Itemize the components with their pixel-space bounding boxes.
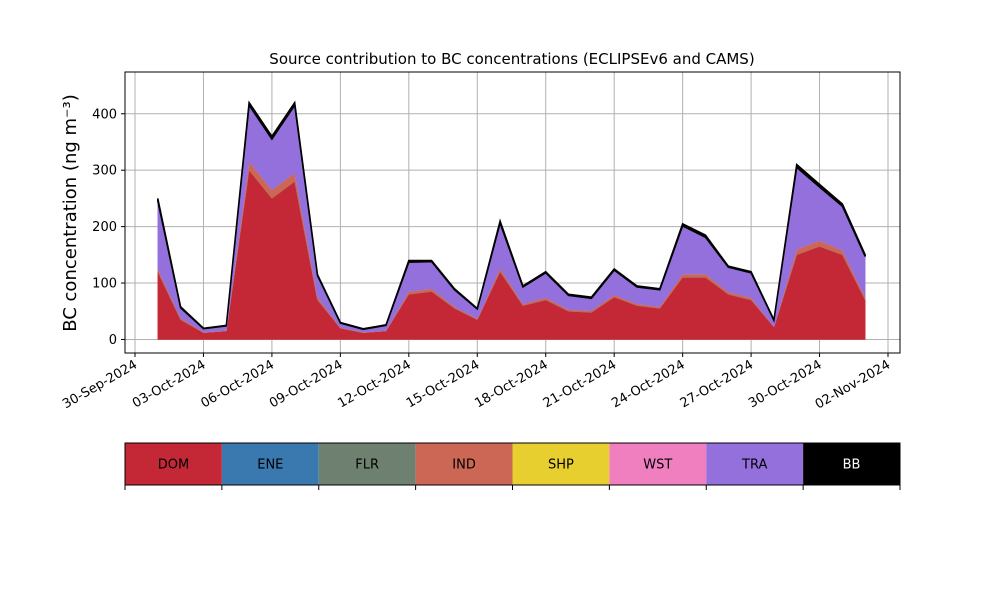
legend-swatch: [221, 443, 319, 485]
legend-label: SHP: [548, 458, 574, 473]
x-tick-label: 21-Oct-2024: [541, 357, 619, 411]
x-tick-label: 15-Oct-2024: [404, 357, 482, 411]
legend-frame: [124, 442, 901, 486]
x-tick-label: 03-Oct-2024: [130, 357, 208, 411]
y-tick-label: 0: [109, 333, 117, 348]
legend-swatch: [609, 443, 707, 485]
y-tick-label: 100: [92, 277, 117, 292]
y-axis-label: BC concentration (ng m⁻³): [60, 94, 81, 332]
legend-swatch: [706, 443, 804, 485]
y-tick-label: 400: [92, 107, 117, 122]
x-tick-label: 30-Sep-2024: [60, 357, 140, 412]
y-tick-label: 300: [92, 164, 117, 179]
legend-label: IND: [452, 458, 476, 473]
chart-title: Source contribution to BC concentrations…: [269, 50, 754, 68]
x-tick-label: 12-Oct-2024: [335, 357, 413, 411]
x-tick-label: 27-Oct-2024: [678, 357, 756, 411]
x-tick-label: 06-Oct-2024: [199, 357, 277, 411]
area: [157, 100, 866, 331]
x-tick-label: 18-Oct-2024: [472, 357, 550, 411]
legend-swatch: [125, 443, 222, 485]
y-tick-label: 200: [92, 220, 117, 235]
legend-label: ENE: [257, 458, 283, 473]
legend-swatch: [415, 443, 513, 485]
legend-label: TRA: [741, 458, 767, 473]
legend-label: FLR: [355, 458, 379, 473]
legend-swatch: [512, 443, 610, 485]
plot-frame: [124, 71, 901, 354]
legend-label: WST: [643, 458, 672, 473]
x-tick-label: 09-Oct-2024: [267, 357, 345, 411]
x-tick-label: 30-Oct-2024: [746, 357, 824, 411]
legend-swatch: [803, 443, 900, 485]
legend-label: BB: [843, 458, 861, 473]
legend-swatch: [318, 443, 416, 485]
x-tick-label: 24-Oct-2024: [609, 357, 687, 411]
legend-label: DOM: [158, 458, 189, 473]
x-tick-label: 02-Nov-2024: [813, 357, 893, 412]
